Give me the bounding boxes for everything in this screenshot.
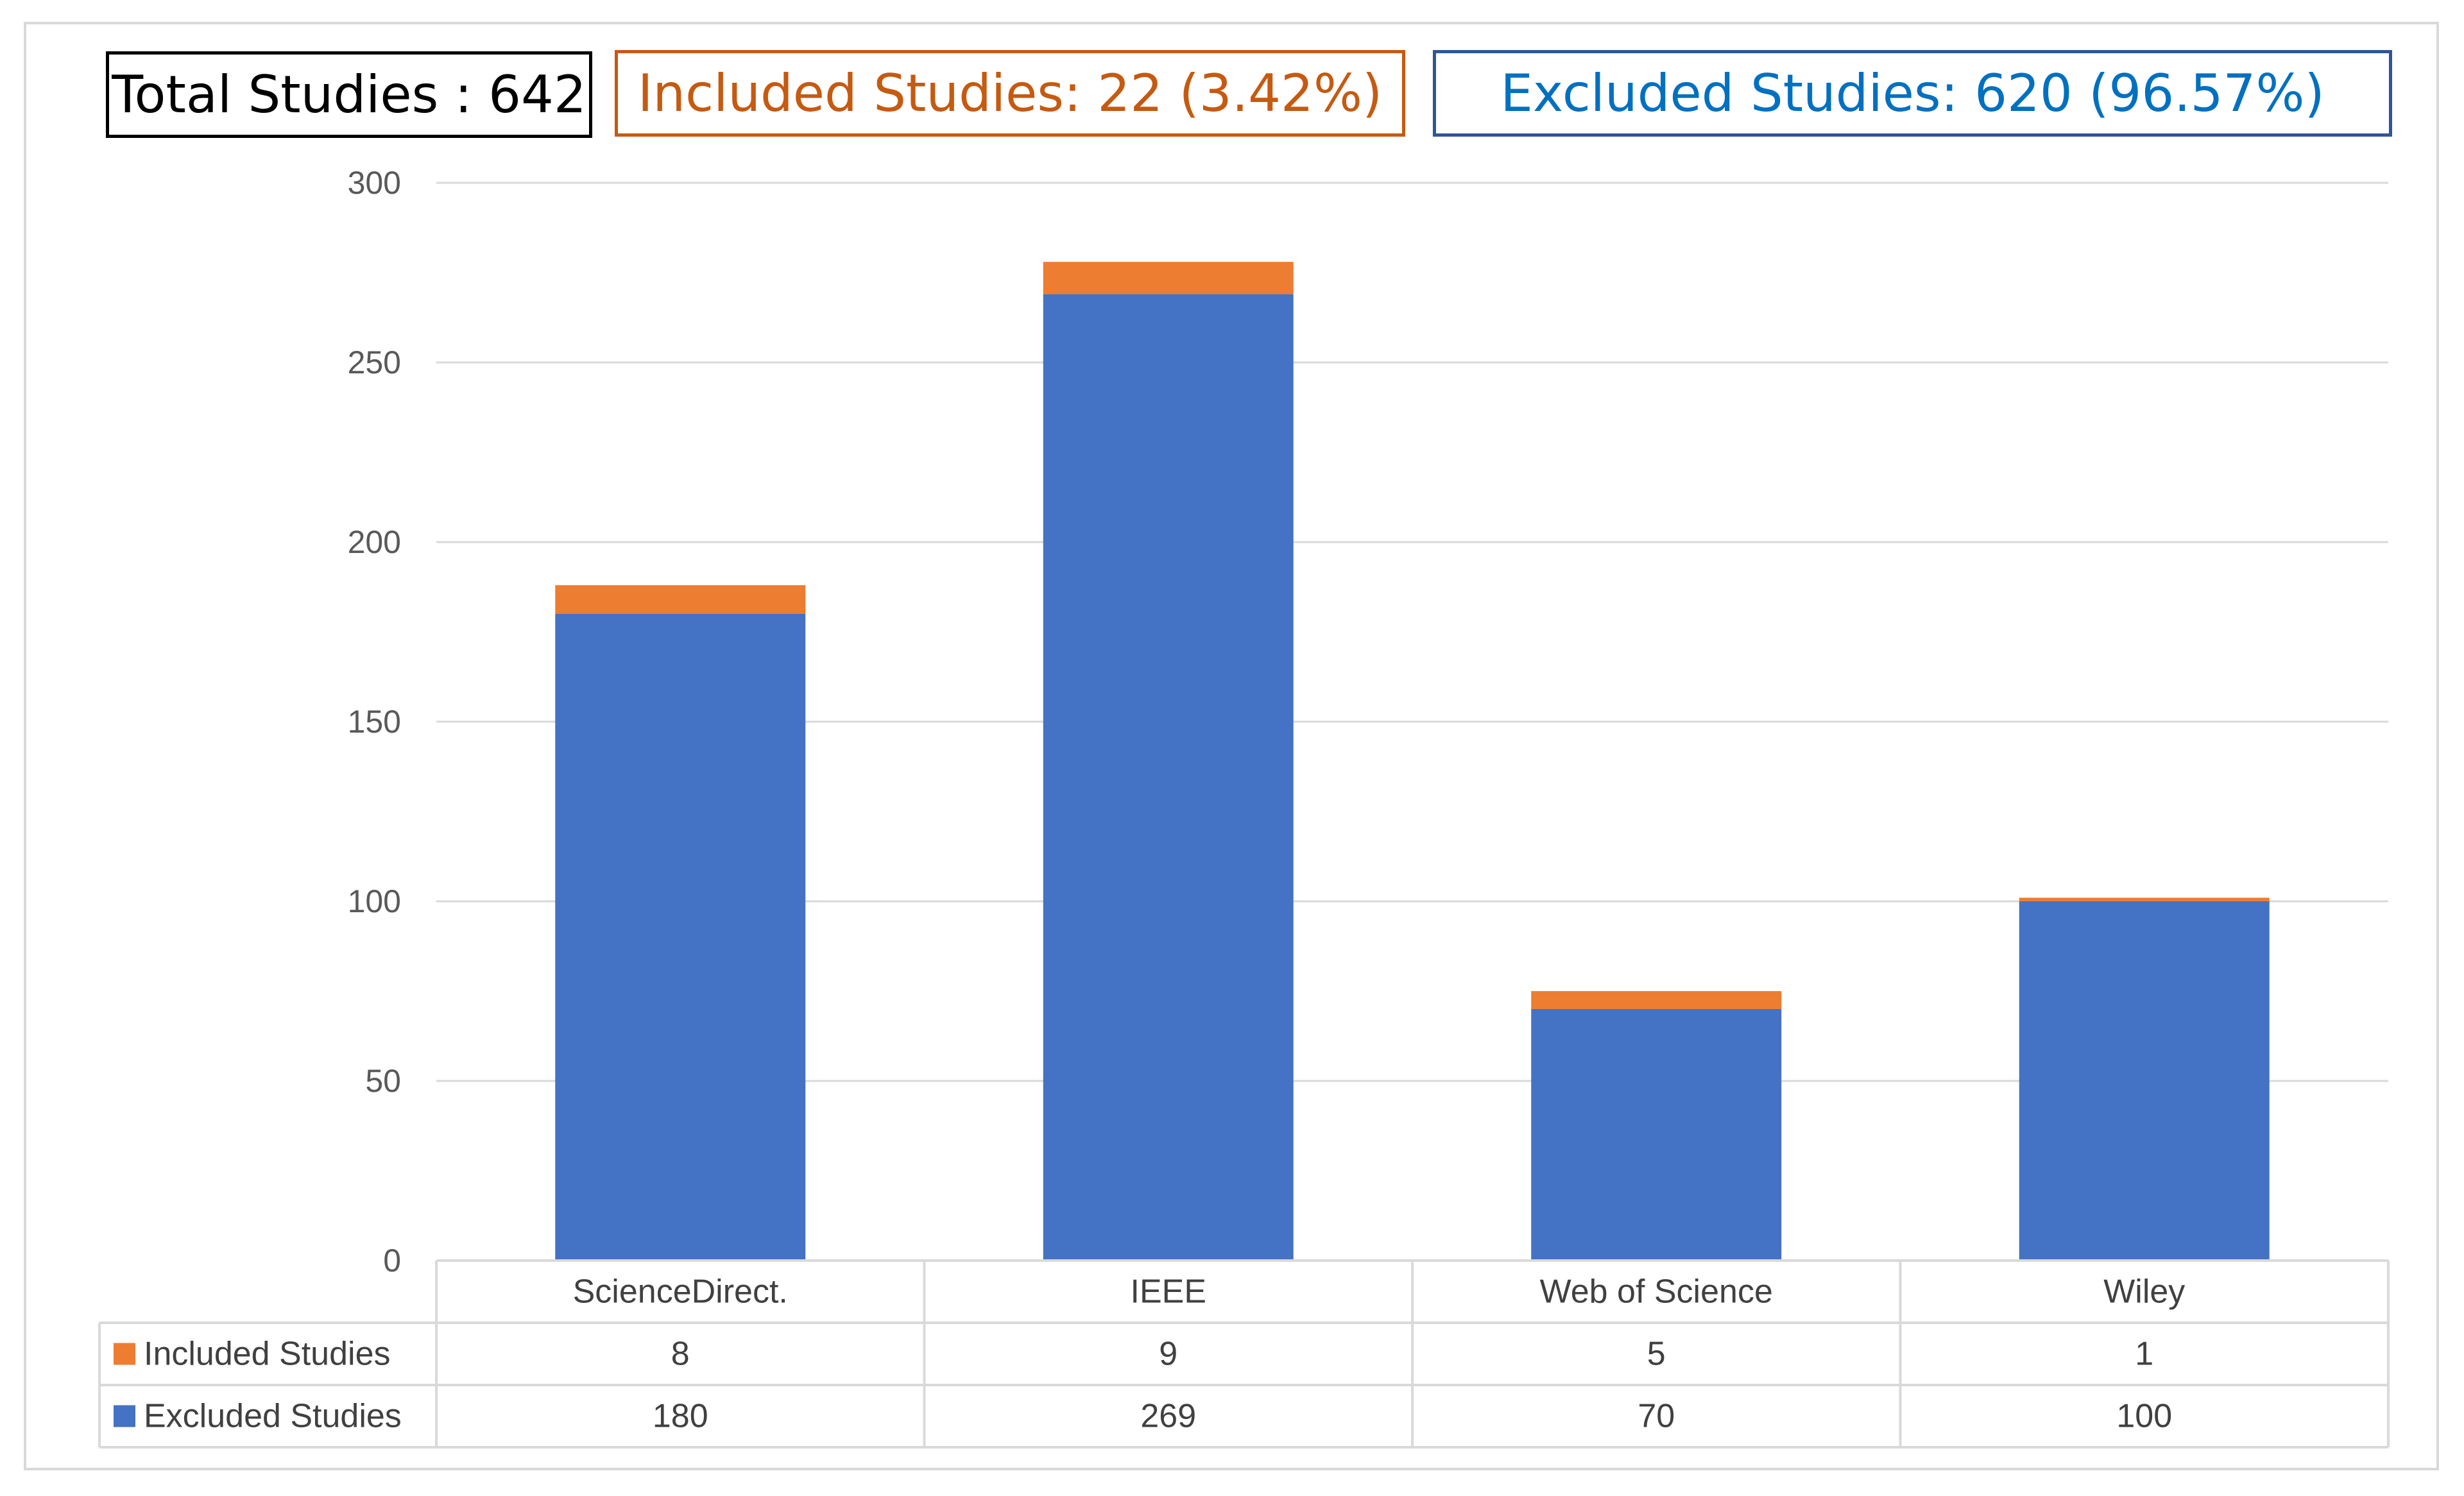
table-value: 100 xyxy=(2116,1398,2172,1435)
bar-included xyxy=(555,585,806,614)
y-tick-label: 50 xyxy=(365,1063,401,1099)
legend-swatch xyxy=(114,1405,135,1427)
x-category-label: Wiley xyxy=(2103,1273,2185,1311)
x-category-label: Web of Science xyxy=(1540,1273,1773,1311)
table-value: 9 xyxy=(1159,1336,1177,1373)
table-value: 70 xyxy=(1638,1398,1675,1435)
table-value: 1 xyxy=(2135,1336,2153,1373)
legend-swatch xyxy=(114,1343,135,1365)
table-value: 180 xyxy=(653,1398,708,1435)
bar-included xyxy=(1531,991,1782,1009)
excluded-studies-box: Excluded Studies: 620 (96.57%) xyxy=(1433,50,2392,137)
y-tick-label: 200 xyxy=(348,524,401,560)
x-category-label: ScienceDirect. xyxy=(573,1273,788,1311)
y-tick-label: 100 xyxy=(348,883,401,919)
total-studies-box: Total Studies : 642 xyxy=(106,51,592,138)
excluded-studies-text: Excluded Studies: 620 (96.57%) xyxy=(1500,64,2325,123)
bar-excluded xyxy=(555,614,806,1261)
table-value: 269 xyxy=(1140,1398,1196,1435)
included-studies-box: Included Studies: 22 (3.42%) xyxy=(615,50,1405,137)
bar-excluded xyxy=(1531,1009,1782,1261)
y-tick-label: 0 xyxy=(383,1243,401,1279)
y-tick-label: 150 xyxy=(348,704,401,740)
legend-label: Excluded Studies xyxy=(144,1398,402,1435)
bar-excluded xyxy=(2019,901,2270,1261)
total-studies-text: Total Studies : 642 xyxy=(112,65,586,124)
x-category-label: IEEE xyxy=(1131,1273,1207,1311)
table-value: 8 xyxy=(671,1336,690,1373)
y-tick-label: 300 xyxy=(348,165,401,201)
bar-excluded xyxy=(1043,294,1294,1261)
bar-included xyxy=(1043,262,1294,294)
bar-included xyxy=(2019,897,2270,901)
included-studies-text: Included Studies: 22 (3.42%) xyxy=(637,64,1383,123)
table-value: 5 xyxy=(1647,1336,1666,1373)
legend-label: Included Studies xyxy=(144,1336,391,1373)
y-tick-label: 250 xyxy=(348,344,401,380)
